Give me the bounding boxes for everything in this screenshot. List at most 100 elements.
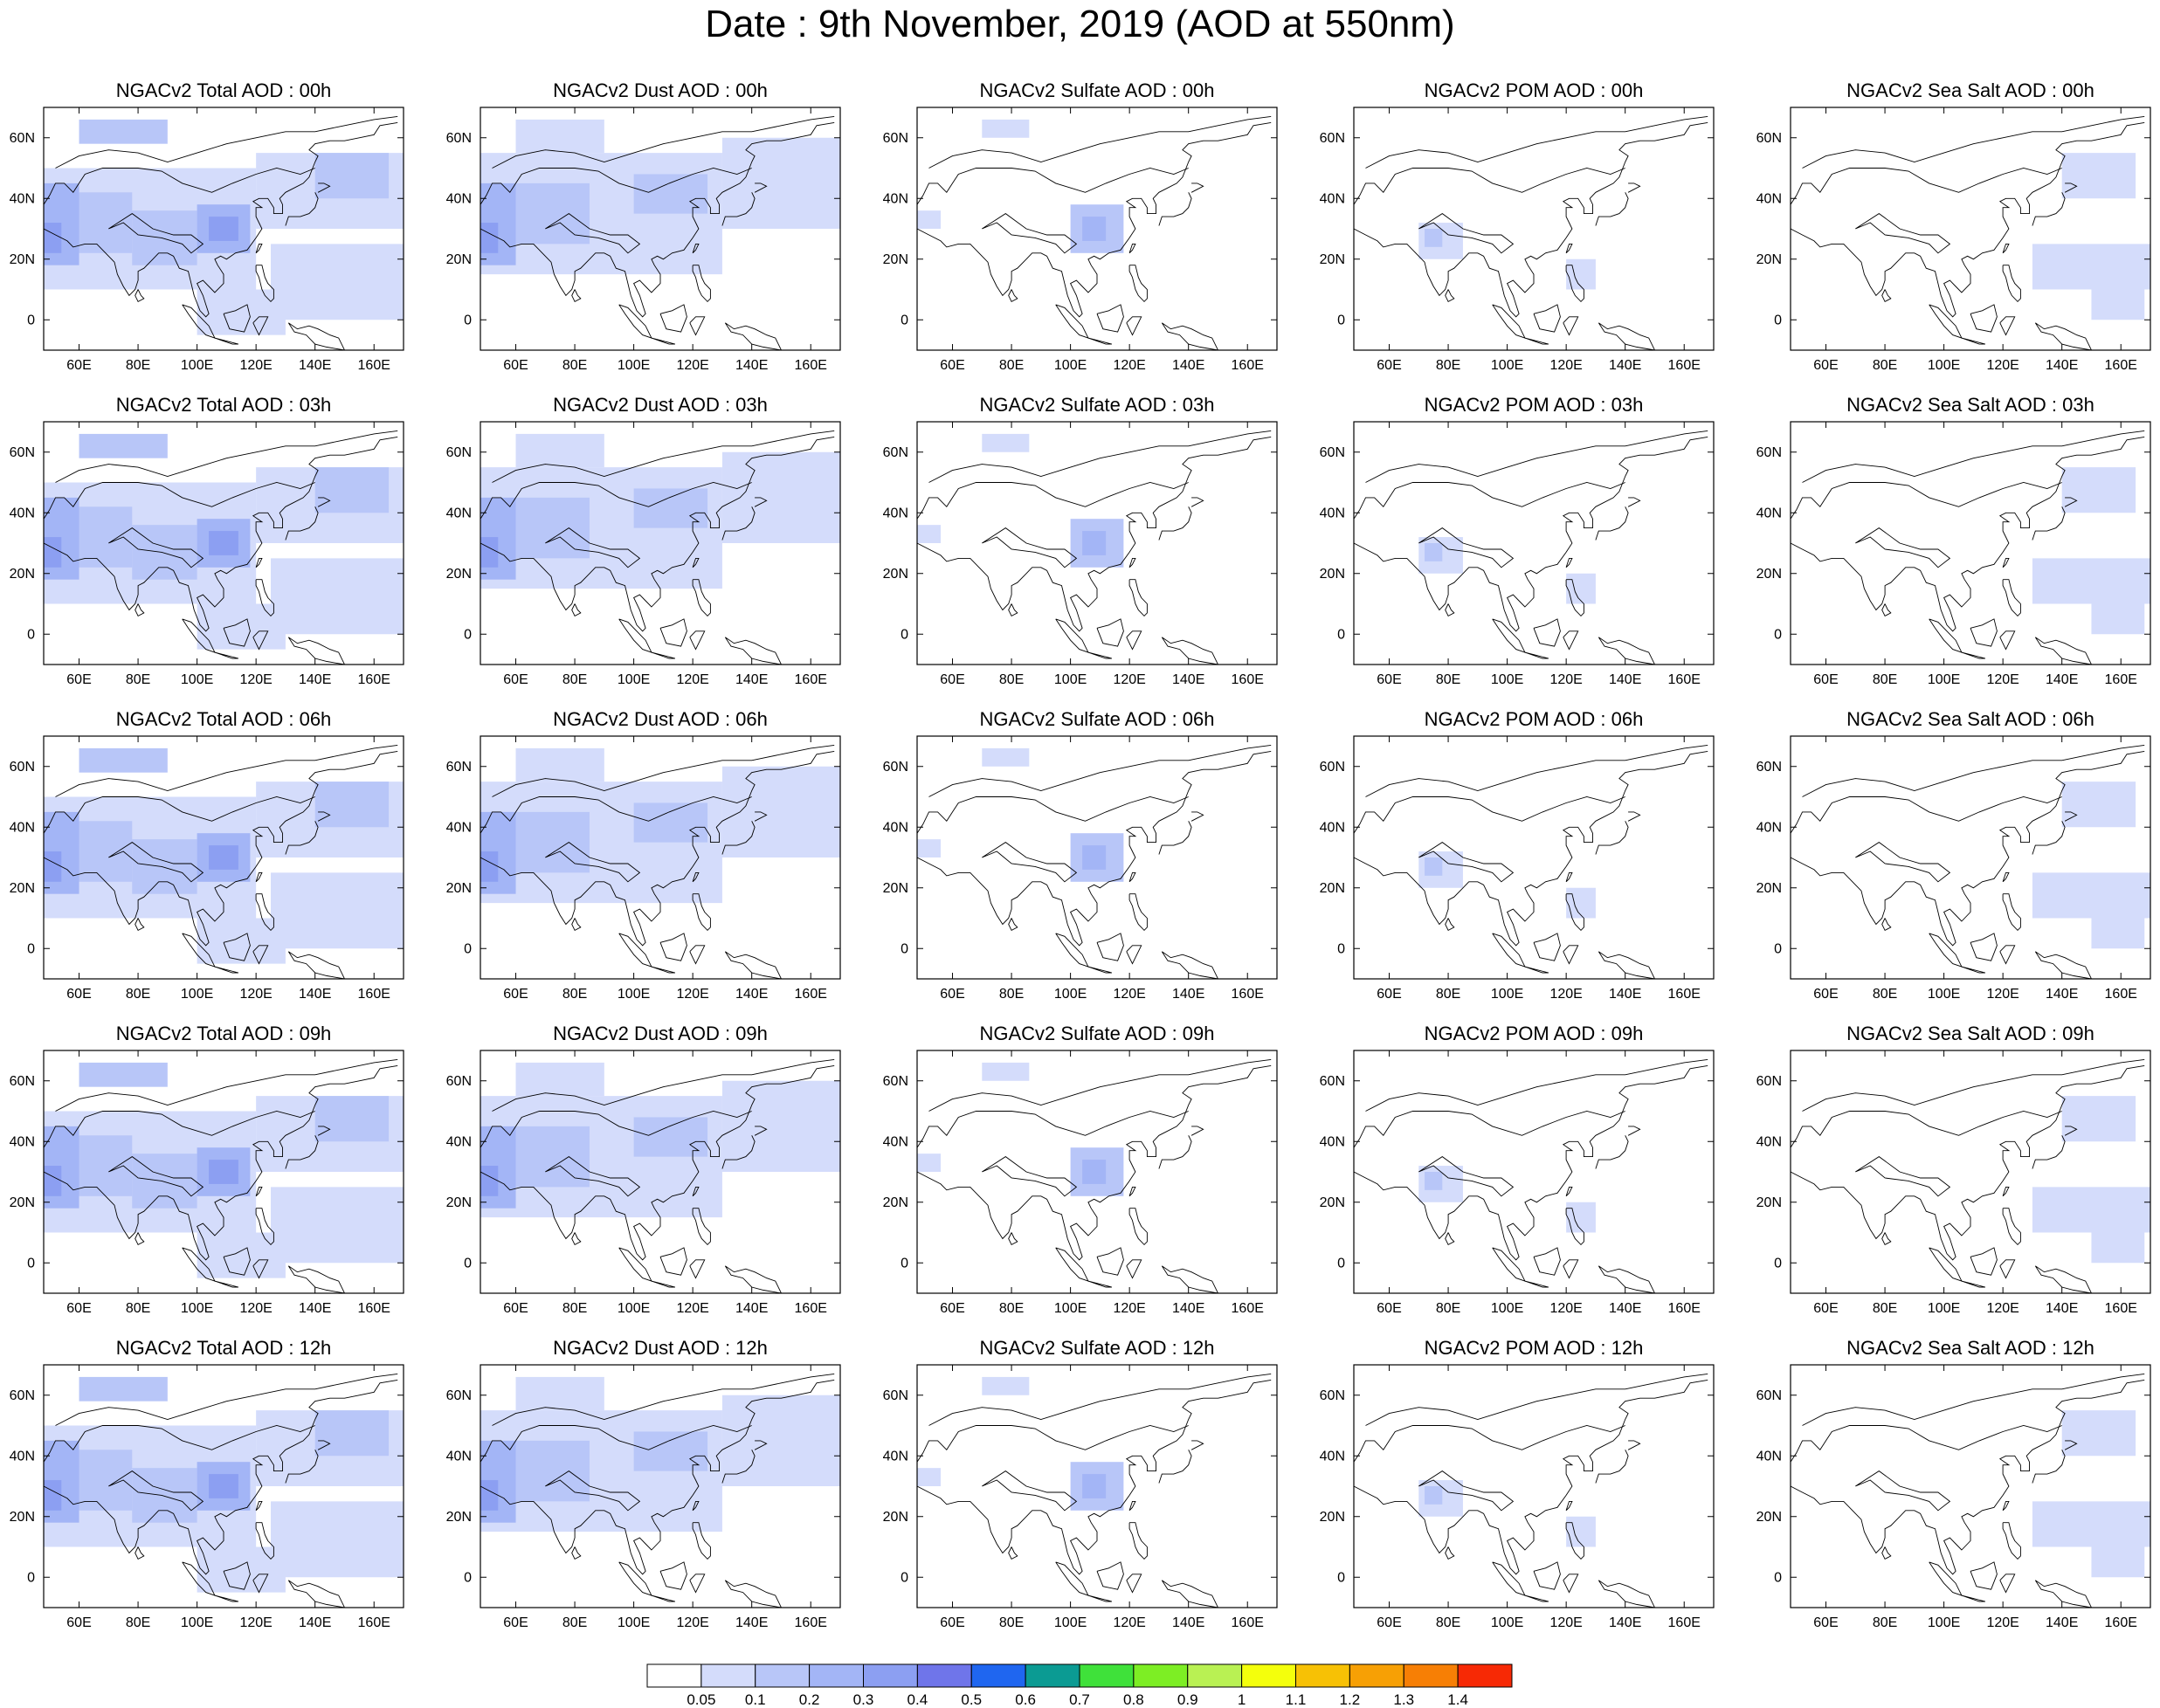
x-tick-label: 120E xyxy=(1549,672,1582,687)
x-tick-label: 160E xyxy=(795,987,827,1002)
x-tick-label: 100E xyxy=(181,1615,213,1630)
coastline xyxy=(44,1379,398,1575)
coastline xyxy=(108,527,204,568)
coastline xyxy=(2064,811,2078,822)
aod-cell xyxy=(982,433,1030,452)
coastline xyxy=(1354,1111,1625,1148)
coastline xyxy=(1354,482,1625,520)
aod-cell xyxy=(209,845,238,870)
aod-cell xyxy=(1082,845,1107,870)
coastline xyxy=(689,630,706,651)
x-tick-label: 120E xyxy=(1113,1301,1145,1316)
aod-cell xyxy=(314,153,390,199)
y-tick-label: 0 xyxy=(27,1570,35,1585)
coastline xyxy=(44,121,398,318)
coastline xyxy=(1565,871,1573,883)
x-tick-label: 120E xyxy=(1113,1615,1145,1630)
y-tick-label: 0 xyxy=(901,1570,908,1585)
coastline xyxy=(480,436,835,632)
x-tick-label: 120E xyxy=(239,358,272,373)
coastline xyxy=(2002,265,2021,303)
coastline xyxy=(1126,1259,1142,1279)
coastline xyxy=(1055,1561,1089,1596)
x-tick-label: 120E xyxy=(1113,987,1145,1002)
y-tick-label: 0 xyxy=(464,1570,472,1585)
coastline xyxy=(1791,1064,2145,1261)
coastline xyxy=(1802,1373,2145,1426)
aod-cell xyxy=(633,802,708,843)
aod-cell xyxy=(44,537,62,568)
coastline xyxy=(1524,651,1549,659)
coastline xyxy=(1365,430,1708,483)
aod-cell xyxy=(721,451,840,543)
aod-cell xyxy=(197,289,286,335)
coastline xyxy=(1354,436,1708,632)
coastline xyxy=(1365,1373,1708,1426)
y-tick-label: 60N xyxy=(883,131,908,146)
y-tick-label: 40N xyxy=(1756,1449,1782,1464)
panel-title: NGACv2 Sea Salt AOD : 03h xyxy=(1846,394,2094,416)
coastline xyxy=(651,1280,676,1288)
coastline xyxy=(2002,1500,2010,1512)
x-tick-label: 100E xyxy=(1054,358,1087,373)
coastline xyxy=(618,1247,652,1282)
colorbar-swatch xyxy=(1241,1663,1296,1688)
coastline xyxy=(928,430,1272,483)
colorbar-swatch xyxy=(1457,1663,1513,1688)
coastline xyxy=(571,603,582,617)
x-tick-label: 160E xyxy=(2105,1301,2137,1316)
x-tick-label: 160E xyxy=(358,1301,390,1316)
coastline xyxy=(1524,1594,1549,1602)
coastline xyxy=(1929,304,1963,339)
coastline xyxy=(1087,1280,1113,1288)
x-tick-label: 140E xyxy=(2046,987,2078,1002)
x-tick-label: 60E xyxy=(503,672,528,687)
coastline xyxy=(1533,304,1561,333)
colorbar-label: 0.3 xyxy=(853,1691,874,1708)
y-tick-label: 60N xyxy=(1756,445,1782,460)
coastline xyxy=(659,618,687,647)
coastline xyxy=(1158,506,1192,541)
x-tick-label: 80E xyxy=(1436,987,1460,1002)
plot-frame xyxy=(480,1050,841,1294)
coastline xyxy=(1008,1546,1018,1560)
coastline xyxy=(1087,651,1113,659)
coastline xyxy=(1999,945,2016,965)
y-tick-label: 40N xyxy=(446,1449,472,1464)
plot-frame xyxy=(1353,735,1715,980)
x-tick-label: 100E xyxy=(618,672,650,687)
colorbar-label: 0.1 xyxy=(745,1691,766,1708)
panel-pom-09h: NGACv2 POM AOD : 09h 60E 80E 100E 120E 140E 16… xyxy=(1320,1023,1715,1316)
coastline xyxy=(1096,618,1124,647)
plot-frame xyxy=(916,421,1278,665)
colorbar-swatch xyxy=(700,1663,756,1688)
coastline xyxy=(480,1425,752,1463)
x-tick-label: 120E xyxy=(1113,358,1145,373)
panel-title: NGACv2 Sea Salt AOD : 00h xyxy=(1846,79,2094,101)
coastline xyxy=(1445,1232,1455,1246)
colorbar: 0.05 0.1 0.2 0.3 0.4 0.5 0.6 0.7 0.8 0.9 1 1.1 1.2 1.… xyxy=(646,1663,1513,1708)
coastline xyxy=(1161,1265,1219,1293)
panel-pom-12h: NGACv2 POM AOD : 12h 60E 80E 100E 120E 140E 16… xyxy=(1320,1337,1715,1630)
coastline xyxy=(2002,1522,2021,1560)
panel-title: NGACv2 Dust AOD : 00h xyxy=(553,79,768,101)
coastline xyxy=(721,192,756,226)
coastline xyxy=(317,1126,331,1136)
aod-field xyxy=(1791,744,2150,979)
y-tick-label: 20N xyxy=(1756,881,1782,896)
y-tick-label: 0 xyxy=(464,1256,472,1271)
coastline xyxy=(1595,192,1629,226)
colorbar-swatch xyxy=(1349,1663,1404,1688)
x-tick-label: 60E xyxy=(66,1615,91,1630)
aod-cell xyxy=(917,525,942,543)
coastline xyxy=(618,933,652,968)
coastline xyxy=(252,945,269,965)
coastline xyxy=(754,497,768,507)
coastline xyxy=(1565,243,1573,254)
coastline xyxy=(1096,933,1124,961)
x-tick-label: 100E xyxy=(618,987,650,1002)
coastline xyxy=(545,527,641,568)
y-tick-label: 60N xyxy=(10,445,35,460)
aod-cell xyxy=(515,811,590,873)
aod-cell xyxy=(1425,857,1443,876)
